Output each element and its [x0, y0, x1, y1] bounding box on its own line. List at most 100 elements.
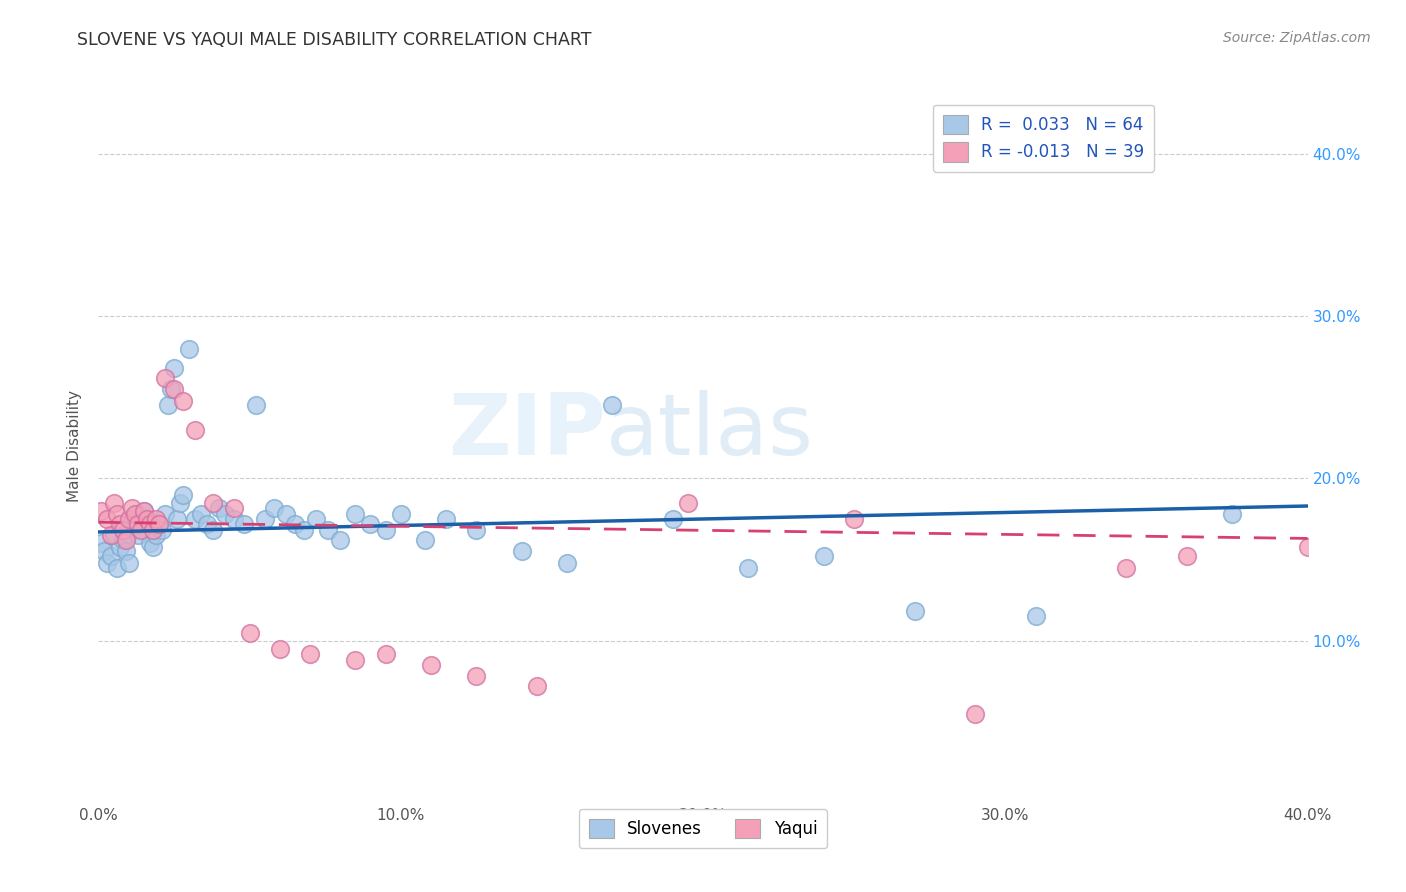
Point — [135, 512, 157, 526]
Point — [253, 512, 276, 526]
Point — [555, 556, 578, 570]
Point — [163, 382, 186, 396]
Point — [465, 669, 488, 683]
Point — [111, 524, 134, 538]
Point — [114, 533, 136, 547]
Text: ZIP: ZIP — [449, 390, 606, 474]
Point — [208, 500, 231, 515]
Point — [100, 528, 122, 542]
Point — [118, 512, 141, 526]
Point — [148, 516, 170, 531]
Point — [153, 371, 176, 385]
Point — [274, 507, 297, 521]
Point — [602, 399, 624, 413]
Point — [676, 496, 699, 510]
Point — [526, 679, 548, 693]
Point — [329, 533, 352, 547]
Point — [420, 657, 443, 672]
Point — [132, 504, 155, 518]
Point — [96, 512, 118, 526]
Point — [190, 507, 212, 521]
Point — [184, 423, 207, 437]
Point — [202, 496, 225, 510]
Point — [1115, 560, 1137, 574]
Point — [142, 540, 165, 554]
Point — [153, 507, 176, 521]
Point — [245, 399, 267, 413]
Point — [374, 524, 396, 538]
Point — [179, 342, 201, 356]
Point — [1296, 540, 1319, 554]
Point — [737, 560, 759, 574]
Point — [284, 516, 307, 531]
Point — [195, 516, 218, 531]
Point — [965, 706, 987, 721]
Point — [142, 524, 165, 538]
Point — [124, 524, 146, 538]
Point — [224, 512, 246, 526]
Point — [148, 516, 170, 531]
Point — [145, 528, 167, 542]
Point — [139, 516, 162, 531]
Point — [232, 516, 254, 531]
Text: SLOVENE VS YAQUI MALE DISABILITY CORRELATION CHART: SLOVENE VS YAQUI MALE DISABILITY CORRELA… — [77, 31, 592, 49]
Point — [269, 641, 291, 656]
Point — [224, 500, 246, 515]
Point — [813, 549, 835, 564]
Point — [360, 516, 382, 531]
Point — [129, 516, 152, 531]
Point — [160, 382, 183, 396]
Point — [844, 512, 866, 526]
Point — [172, 488, 194, 502]
Point — [127, 507, 149, 521]
Point — [150, 524, 173, 538]
Point — [374, 647, 396, 661]
Point — [389, 507, 412, 521]
Point — [108, 516, 131, 531]
Point — [132, 504, 155, 518]
Point — [299, 647, 322, 661]
Point — [129, 524, 152, 538]
Point — [202, 524, 225, 538]
Point — [139, 536, 162, 550]
Point — [316, 524, 339, 538]
Point — [263, 500, 285, 515]
Point — [1175, 549, 1198, 564]
Point — [124, 507, 146, 521]
Point — [118, 520, 141, 534]
Point — [156, 399, 179, 413]
Point — [127, 516, 149, 531]
Point — [114, 544, 136, 558]
Point — [904, 604, 927, 618]
Point — [111, 533, 134, 547]
Legend: Slovenes, Yaqui: Slovenes, Yaqui — [579, 809, 827, 848]
Point — [96, 556, 118, 570]
Point — [292, 524, 315, 538]
Point — [166, 512, 188, 526]
Point — [121, 500, 143, 515]
Point — [145, 512, 167, 526]
Text: atlas: atlas — [606, 390, 814, 474]
Point — [465, 524, 488, 538]
Point — [344, 507, 367, 521]
Point — [103, 496, 125, 510]
Point — [105, 507, 128, 521]
Point — [1024, 609, 1046, 624]
Point — [169, 496, 191, 510]
Point — [118, 556, 141, 570]
Point — [93, 544, 115, 558]
Point — [1220, 507, 1243, 521]
Point — [184, 512, 207, 526]
Point — [105, 560, 128, 574]
Point — [121, 512, 143, 526]
Point — [413, 533, 436, 547]
Point — [135, 512, 157, 526]
Point — [163, 361, 186, 376]
Point — [90, 536, 112, 550]
Point — [127, 528, 149, 542]
Point — [434, 512, 457, 526]
Y-axis label: Male Disability: Male Disability — [67, 390, 83, 502]
Point — [90, 504, 112, 518]
Point — [661, 512, 683, 526]
Point — [172, 393, 194, 408]
